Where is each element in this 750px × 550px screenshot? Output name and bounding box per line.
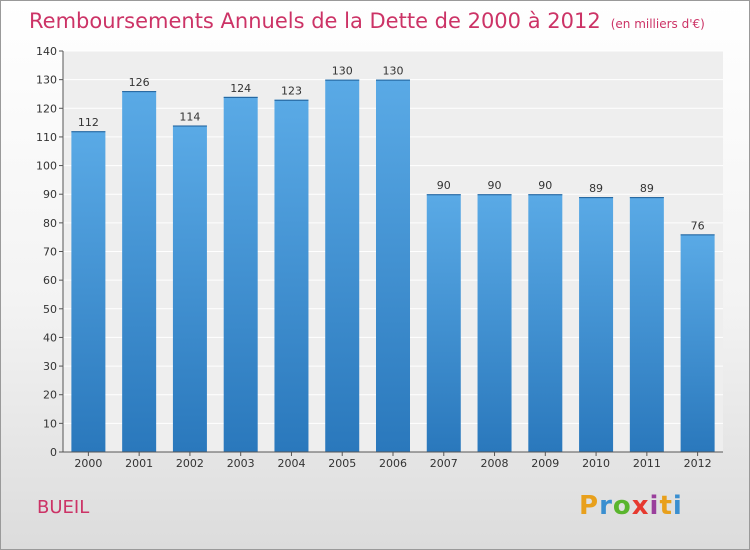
data-label: 90 <box>538 179 552 192</box>
x-tick-label: 2001 <box>125 457 153 470</box>
x-tick-label: 2007 <box>430 457 458 470</box>
bar <box>325 79 360 453</box>
logo-letter: r <box>599 491 613 521</box>
logo-letter: t <box>659 491 673 521</box>
commune-name: BUEIL <box>37 497 90 518</box>
x-tick-label: 2000 <box>74 457 102 470</box>
x-tick-label: 2012 <box>684 457 712 470</box>
data-label: 114 <box>179 110 200 123</box>
bar <box>477 194 512 452</box>
data-label: 90 <box>437 179 451 192</box>
chart-title-text: Remboursements Annuels de la Dette de 20… <box>29 9 601 33</box>
x-tick-label: 2006 <box>379 457 407 470</box>
bar <box>274 99 309 452</box>
data-label: 90 <box>488 179 502 192</box>
y-tick-label: 110 <box>36 131 57 144</box>
data-label: 112 <box>78 116 99 129</box>
bar <box>172 125 207 452</box>
y-tick-label: 100 <box>36 160 57 173</box>
logo-letter: x <box>631 491 650 521</box>
y-tick-label: 130 <box>36 74 57 87</box>
bar <box>528 194 563 452</box>
proxiti-logo: Proxiti <box>579 491 683 521</box>
y-tick-label: 70 <box>43 246 57 259</box>
bar <box>71 131 106 452</box>
x-tick-label: 2003 <box>227 457 255 470</box>
bar <box>122 91 157 452</box>
logo-letter: i <box>672 491 683 521</box>
logo-letter: i <box>649 491 660 521</box>
bar <box>629 197 664 452</box>
bar <box>426 194 461 452</box>
bar <box>376 79 410 453</box>
x-tick-label: 2009 <box>531 457 559 470</box>
x-tick-label: 2011 <box>633 457 661 470</box>
y-tick-label: 0 <box>50 446 57 459</box>
y-tick-label: 90 <box>43 188 57 201</box>
y-tick-label: 140 <box>36 45 57 58</box>
data-label: 124 <box>230 82 251 95</box>
data-label: 130 <box>332 65 353 78</box>
chart-title: Remboursements Annuels de la Dette de 20… <box>29 9 705 39</box>
y-tick-label: 20 <box>43 389 57 402</box>
x-tick-label: 2005 <box>328 457 356 470</box>
x-tick-label: 2002 <box>176 457 204 470</box>
y-tick-label: 80 <box>43 217 57 230</box>
data-label: 123 <box>281 85 302 98</box>
bar <box>223 96 258 452</box>
y-tick-label: 10 <box>43 417 57 430</box>
chart-unit-note: (en milliers d'€) <box>610 17 705 31</box>
data-label: 76 <box>691 219 705 232</box>
y-tick-label: 50 <box>43 303 57 316</box>
data-label: 89 <box>589 182 603 195</box>
y-tick-label: 120 <box>36 102 57 115</box>
data-label: 126 <box>129 76 150 89</box>
bar <box>680 234 715 452</box>
bar <box>579 197 614 452</box>
data-label: 130 <box>383 65 404 78</box>
y-tick-label: 60 <box>43 274 57 287</box>
logo-letter: P <box>579 491 600 521</box>
y-tick-label: 30 <box>43 360 57 373</box>
x-tick-label: 2010 <box>582 457 610 470</box>
data-label: 89 <box>640 182 654 195</box>
y-tick-label: 40 <box>43 331 57 344</box>
logo-letter: o <box>612 491 632 521</box>
x-tick-label: 2008 <box>481 457 509 470</box>
x-tick-label: 2004 <box>277 457 305 470</box>
